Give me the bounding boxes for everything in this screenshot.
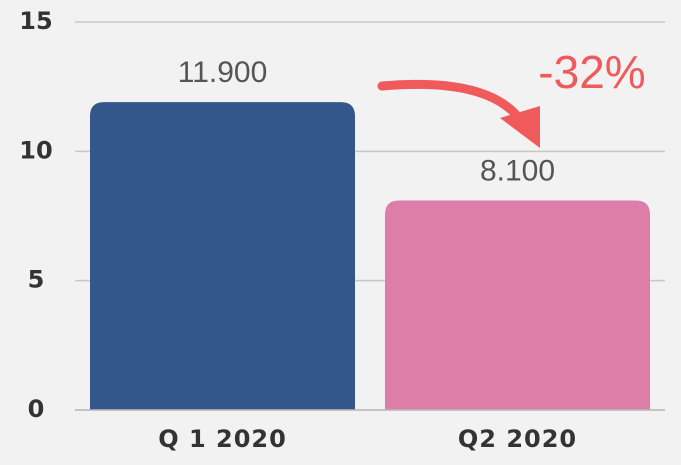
y-tick-label: 10 <box>19 136 52 164</box>
x-tick-label: Q2 2020 <box>458 425 577 453</box>
arrow <box>377 79 540 148</box>
x-tick-label: Q 1 2020 <box>158 425 287 453</box>
y-tick-label: 15 <box>19 7 52 35</box>
value-label: 11.900 <box>178 56 268 89</box>
y-tick-label: 0 <box>28 395 45 423</box>
bar <box>90 102 355 410</box>
y-tick-label: 5 <box>28 266 45 294</box>
value-label: 8.100 <box>480 154 555 187</box>
annotation: -32% <box>538 46 645 98</box>
arrow-head <box>500 106 540 148</box>
arrow-line <box>377 79 527 127</box>
bar <box>385 200 650 410</box>
